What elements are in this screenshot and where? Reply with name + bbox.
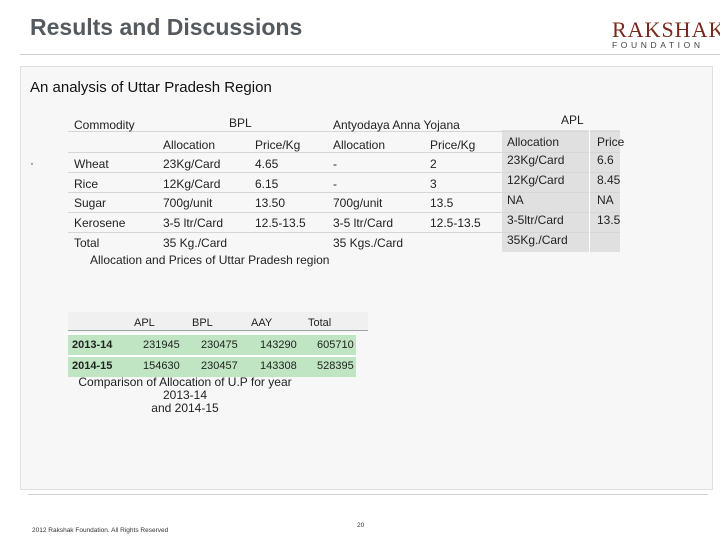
comparison-cell: 231945 bbox=[143, 339, 180, 351]
table-cell: 8.45 bbox=[597, 173, 621, 187]
table-cell: 23Kg/Card bbox=[507, 153, 565, 167]
table-cell: 35 Kg./Card bbox=[163, 236, 228, 250]
table-cell: 700g/unit bbox=[333, 196, 383, 210]
row-commodity: Wheat bbox=[74, 157, 109, 171]
header-apl: APL bbox=[561, 113, 584, 127]
table-cell: 12.5-13.5 bbox=[430, 216, 481, 230]
comparison-row bbox=[68, 355, 356, 377]
table-cell: 35 Kgs./Card bbox=[333, 236, 404, 250]
comparison-table-caption: Comparison of Allocation of U.P for year… bbox=[70, 376, 300, 415]
table-cell: NA bbox=[507, 193, 524, 207]
subheader-cell: Allocation bbox=[333, 138, 386, 152]
table-cell: 6.15 bbox=[255, 177, 279, 191]
slide-title: Results and Discussions bbox=[30, 14, 303, 40]
caption-line: Comparison of Allocation of U.P for year… bbox=[78, 375, 292, 402]
table-cell: 12.5-13.5 bbox=[255, 216, 306, 230]
comparison-header-cell: AAY bbox=[251, 317, 273, 329]
comparison-header-row bbox=[68, 312, 368, 331]
subheader-cell: Allocation bbox=[163, 138, 216, 152]
table-rule bbox=[68, 131, 620, 132]
rakshak-logo: RAKSHAK FOUNDATION bbox=[612, 17, 720, 51]
comparison-header-cell: Total bbox=[308, 317, 332, 329]
comparison-cell: 230475 bbox=[201, 339, 238, 351]
logo-subtitle: FOUNDATION bbox=[612, 40, 704, 50]
header-aay: Antyodaya Anna Yojana bbox=[333, 118, 460, 132]
header-commodity: Commodity bbox=[74, 118, 135, 132]
comparison-year: 2014-15 bbox=[72, 360, 113, 372]
table-rule bbox=[68, 212, 620, 213]
table-cell: NA bbox=[597, 193, 614, 207]
caption-line: and 2014-15 bbox=[151, 401, 219, 415]
table-cell: 4.65 bbox=[255, 157, 279, 171]
table-cell: 700g/unit bbox=[163, 196, 213, 210]
table-cell: 23Kg/Card bbox=[163, 157, 221, 171]
table-cell: 3-5 ltr/Card bbox=[163, 216, 224, 230]
row-commodity: Kerosene bbox=[74, 216, 126, 230]
table-cell: 13.5 bbox=[430, 196, 454, 210]
table-rule bbox=[68, 192, 620, 193]
header-bpl: BPL bbox=[229, 116, 252, 130]
comparison-header-cell: APL bbox=[134, 317, 155, 329]
comparison-year: 2013-14 bbox=[72, 339, 113, 351]
table-cell: 6.6 bbox=[597, 153, 614, 167]
copyright-notice: 2012 Rakshak Foundation. All Rights Rese… bbox=[32, 527, 169, 534]
subheader-cell: Price/Kg bbox=[430, 138, 476, 152]
subheader-cell: Price/Kg bbox=[255, 138, 301, 152]
table-cell: 13.5 bbox=[597, 213, 621, 227]
row-commodity: Total bbox=[74, 236, 100, 250]
table-rule bbox=[68, 152, 620, 153]
title-divider bbox=[20, 54, 720, 55]
subheader-cell: Price bbox=[597, 135, 625, 149]
allocation-table-caption: Allocation and Prices of Uttar Pradesh r… bbox=[90, 253, 330, 267]
footer-divider bbox=[28, 494, 708, 495]
table-cell: 3-5ltr/Card bbox=[507, 213, 564, 227]
subheader-cell: Allocation bbox=[507, 135, 560, 149]
table-cell: 3 bbox=[430, 177, 437, 191]
table-cell: - bbox=[333, 177, 337, 191]
table-rule bbox=[589, 130, 590, 252]
comparison-header-cell: BPL bbox=[192, 317, 213, 329]
apl-column-shade bbox=[502, 130, 620, 252]
table-rule bbox=[68, 172, 620, 173]
slide-subtitle: An analysis of Uttar Pradesh Region bbox=[30, 79, 272, 96]
comparison-cell: 154630 bbox=[143, 360, 180, 372]
comparison-cell: 528395 bbox=[317, 360, 354, 372]
table-cell: 3-5 ltr/Card bbox=[333, 216, 394, 230]
comparison-cell: 605710 bbox=[317, 339, 354, 351]
comparison-cell: 143290 bbox=[260, 339, 297, 351]
logo-wordmark: RAKSHAK bbox=[612, 17, 720, 42]
comparison-cell: 143308 bbox=[260, 360, 297, 372]
row-commodity: Sugar bbox=[74, 196, 107, 210]
comparison-cell: 230457 bbox=[201, 360, 238, 372]
page-number: 20 bbox=[357, 522, 365, 529]
table-cell: 35Kg./Card bbox=[507, 233, 568, 247]
comparison-row bbox=[68, 333, 356, 355]
row-commodity: Rice bbox=[74, 177, 99, 191]
table-cell: 12Kg/Card bbox=[163, 177, 221, 191]
table-cell: 2 bbox=[430, 157, 437, 171]
table-cell: - bbox=[333, 157, 337, 171]
table-rule bbox=[68, 232, 620, 233]
bullet-marker: · bbox=[30, 156, 34, 170]
table-cell: 13.50 bbox=[255, 196, 286, 210]
table-cell: 12Kg/Card bbox=[507, 173, 565, 187]
